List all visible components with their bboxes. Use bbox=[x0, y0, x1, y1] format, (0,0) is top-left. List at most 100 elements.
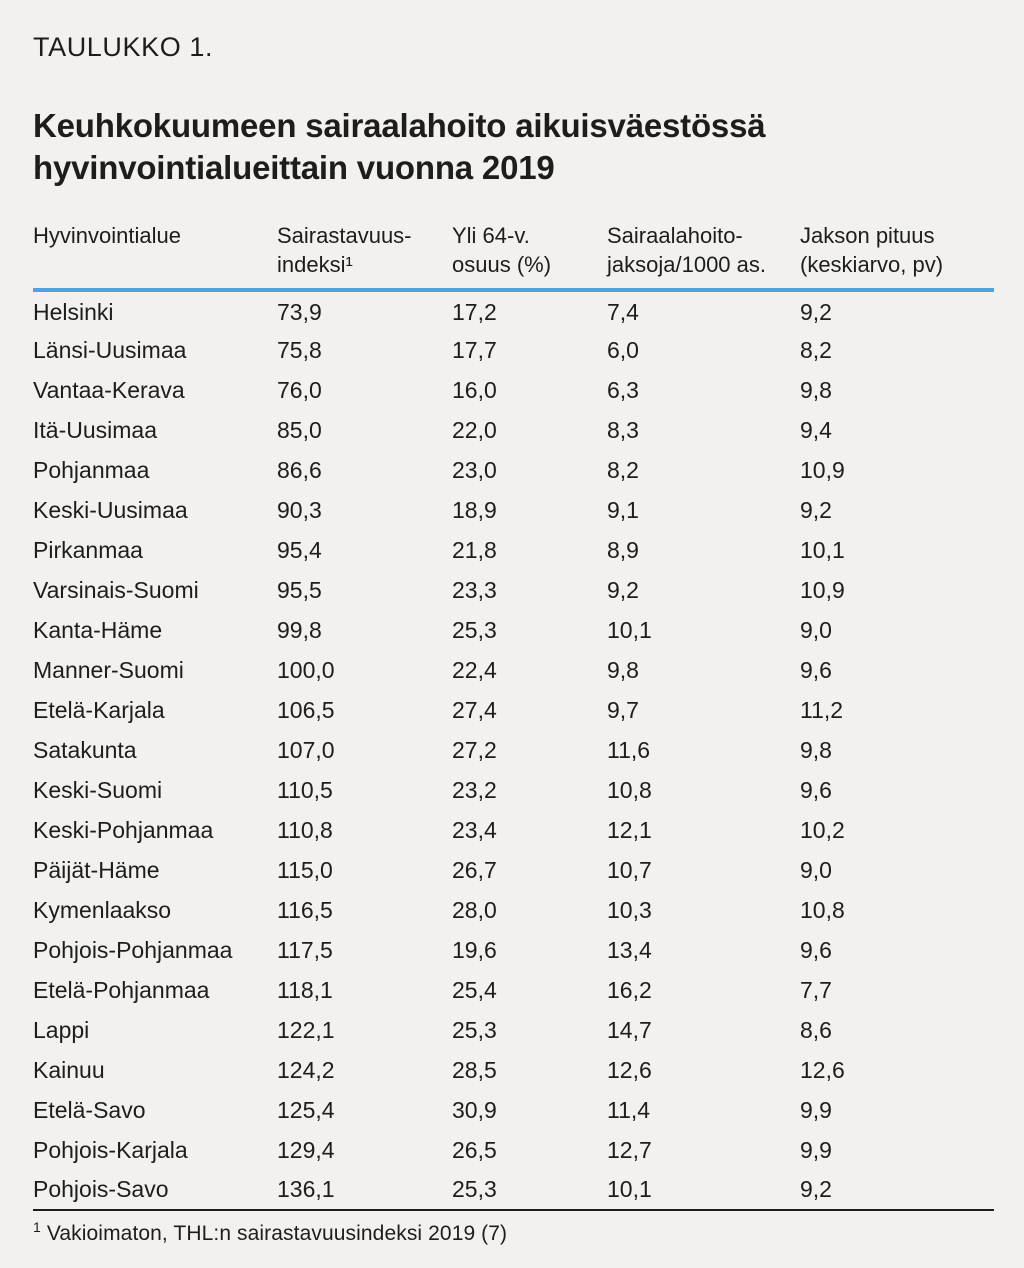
value-cell: 8,2 bbox=[607, 456, 639, 483]
value-cell: 8,6 bbox=[800, 1016, 832, 1043]
value-cell: 10,9 bbox=[800, 456, 845, 483]
region-name-cell: Etelä-Savo bbox=[33, 1096, 146, 1123]
value-cell: 23,2 bbox=[452, 776, 497, 803]
region-name-cell: Etelä-Pohjanmaa bbox=[33, 976, 210, 1003]
region-name-cell: Kanta-Häme bbox=[33, 616, 163, 643]
value-cell: 12,7 bbox=[607, 1136, 652, 1163]
value-cell: 99,8 bbox=[277, 616, 322, 643]
table-row: Kainuu 124,2 28,5 12,6 12,6 bbox=[33, 1050, 994, 1090]
value-cell: 106,5 bbox=[277, 696, 335, 723]
table-row: Pirkanmaa 95,4 21,8 8,9 10,1 bbox=[33, 530, 994, 570]
value-cell: 10,8 bbox=[800, 896, 845, 923]
region-name-cell: Kainuu bbox=[33, 1056, 105, 1083]
value-cell: 16,0 bbox=[452, 376, 497, 403]
table-row: Pohjois-Karjala 129,4 26,5 12,7 9,9 bbox=[33, 1130, 994, 1170]
value-cell: 129,4 bbox=[277, 1136, 335, 1163]
table-row: Satakunta 107,0 27,2 11,6 9,8 bbox=[33, 730, 994, 770]
table-row: Pohjois-Savo 136,1 25,3 10,1 9,2 bbox=[33, 1170, 994, 1211]
table-row: Helsinki 73,9 17,2 7,4 9,2 bbox=[33, 290, 994, 330]
value-cell: 21,8 bbox=[452, 536, 497, 563]
value-cell: 23,0 bbox=[452, 456, 497, 483]
value-cell: 95,5 bbox=[277, 576, 322, 603]
value-cell: 115,0 bbox=[277, 856, 333, 883]
value-cell: 17,2 bbox=[452, 298, 497, 325]
value-cell: 22,4 bbox=[452, 656, 497, 683]
value-cell: 110,8 bbox=[277, 816, 333, 843]
table-row: Pohjois-Pohjanmaa 117,5 19,6 13,4 9,6 bbox=[33, 930, 994, 970]
value-cell: 85,0 bbox=[277, 416, 322, 443]
value-cell: 11,4 bbox=[607, 1096, 651, 1123]
value-cell: 136,1 bbox=[277, 1170, 452, 1211]
value-cell: 9,4 bbox=[800, 416, 832, 443]
value-cell: 10,9 bbox=[800, 576, 845, 603]
table-row: Kanta-Häme 99,8 25,3 10,1 9,0 bbox=[33, 610, 994, 650]
value-cell: 73,9 bbox=[277, 298, 322, 325]
region-name-cell: Vantaa-Kerava bbox=[33, 376, 185, 403]
value-cell: 17,7 bbox=[452, 336, 497, 363]
region-name-cell: Etelä-Karjala bbox=[33, 696, 165, 723]
region-name-cell: Länsi-Uusimaa bbox=[33, 336, 187, 363]
value-cell: 12,6 bbox=[800, 1056, 845, 1083]
region-name-cell: Keski-Pohjanmaa bbox=[33, 816, 214, 843]
value-cell: 26,7 bbox=[452, 856, 497, 883]
value-cell: 28,5 bbox=[452, 1056, 497, 1083]
value-cell: 14,7 bbox=[607, 1016, 652, 1043]
table-row: Etelä-Pohjanmaa 118,1 25,4 16,2 7,7 bbox=[33, 970, 994, 1010]
value-cell: 25,3 bbox=[452, 1016, 497, 1043]
value-cell: 9,0 bbox=[800, 616, 832, 643]
value-cell: 7,4 bbox=[607, 298, 639, 325]
column-header: Sairastavuus-indeksi¹ bbox=[277, 221, 452, 292]
value-cell: 116,5 bbox=[277, 896, 333, 923]
value-cell: 9,2 bbox=[800, 298, 832, 325]
table-row: Keski-Pohjanmaa 110,8 23,4 12,1 10,2 bbox=[33, 810, 994, 850]
value-cell: 23,4 bbox=[452, 816, 497, 843]
value-cell: 23,3 bbox=[452, 576, 497, 603]
value-cell: 10,8 bbox=[607, 776, 652, 803]
table-row: Etelä-Karjala 106,5 27,4 9,7 11,2 bbox=[33, 690, 994, 730]
table-row: Itä-Uusimaa 85,0 22,0 8,3 9,4 bbox=[33, 410, 994, 450]
value-cell: 25,3 bbox=[452, 616, 497, 643]
value-cell: 122,1 bbox=[277, 1016, 335, 1043]
value-cell: 9,6 bbox=[800, 656, 832, 683]
value-cell: 27,2 bbox=[452, 736, 497, 763]
value-cell: 8,9 bbox=[607, 536, 639, 563]
value-cell: 9,0 bbox=[800, 856, 832, 883]
value-cell: 9,7 bbox=[607, 696, 639, 723]
table-body: Helsinki 73,9 17,2 7,4 9,2 Länsi-Uusimaa 75,8 1… bbox=[33, 290, 994, 1211]
table-row: Pohjanmaa 86,6 23,0 8,2 10,9 bbox=[33, 450, 994, 490]
value-cell: 110,5 bbox=[277, 776, 333, 803]
table-row: Etelä-Savo 125,4 30,9 11,4 9,9 bbox=[33, 1090, 994, 1130]
value-cell: 10,7 bbox=[607, 856, 652, 883]
value-cell: 18,9 bbox=[452, 496, 497, 523]
table-header: Hyvinvointialue Sairastavuus-indeksi¹ Yli … bbox=[33, 221, 994, 292]
value-cell: 13,4 bbox=[607, 936, 652, 963]
value-cell: 8,3 bbox=[607, 416, 639, 443]
table-row: Päijät-Häme 115,0 26,7 10,7 9,0 bbox=[33, 850, 994, 890]
value-cell: 19,6 bbox=[452, 936, 497, 963]
column-header: Hyvinvointialue bbox=[33, 221, 277, 292]
value-cell: 11,6 bbox=[607, 736, 651, 763]
value-cell: 25,4 bbox=[452, 976, 497, 1003]
value-cell: 118,1 bbox=[277, 976, 333, 1003]
value-cell: 6,0 bbox=[607, 336, 639, 363]
value-cell: 10,3 bbox=[607, 896, 652, 923]
value-cell: 125,4 bbox=[277, 1096, 335, 1123]
table-row: Vantaa-Kerava 76,0 16,0 6,3 9,8 bbox=[33, 370, 994, 410]
value-cell: 9,1 bbox=[607, 496, 639, 523]
table-row: Keski-Suomi 110,5 23,2 10,8 9,6 bbox=[33, 770, 994, 810]
value-cell: 75,8 bbox=[277, 336, 322, 363]
value-cell: 86,6 bbox=[277, 456, 322, 483]
value-cell: 76,0 bbox=[277, 376, 322, 403]
value-cell: 10,1 bbox=[607, 616, 652, 643]
value-cell: 100,0 bbox=[277, 656, 335, 683]
footnote-marker: 1 bbox=[33, 1219, 41, 1235]
value-cell: 26,5 bbox=[452, 1136, 497, 1163]
region-name-cell: Pohjanmaa bbox=[33, 456, 150, 483]
region-name-cell: Itä-Uusimaa bbox=[33, 416, 157, 443]
region-name-cell: Manner-Suomi bbox=[33, 656, 184, 683]
value-cell: 9,2 bbox=[800, 496, 832, 523]
data-table: Hyvinvointialue Sairastavuus-indeksi¹ Yli … bbox=[33, 221, 994, 1211]
value-cell: 7,7 bbox=[800, 976, 832, 1003]
region-name-cell: Helsinki bbox=[33, 298, 114, 325]
